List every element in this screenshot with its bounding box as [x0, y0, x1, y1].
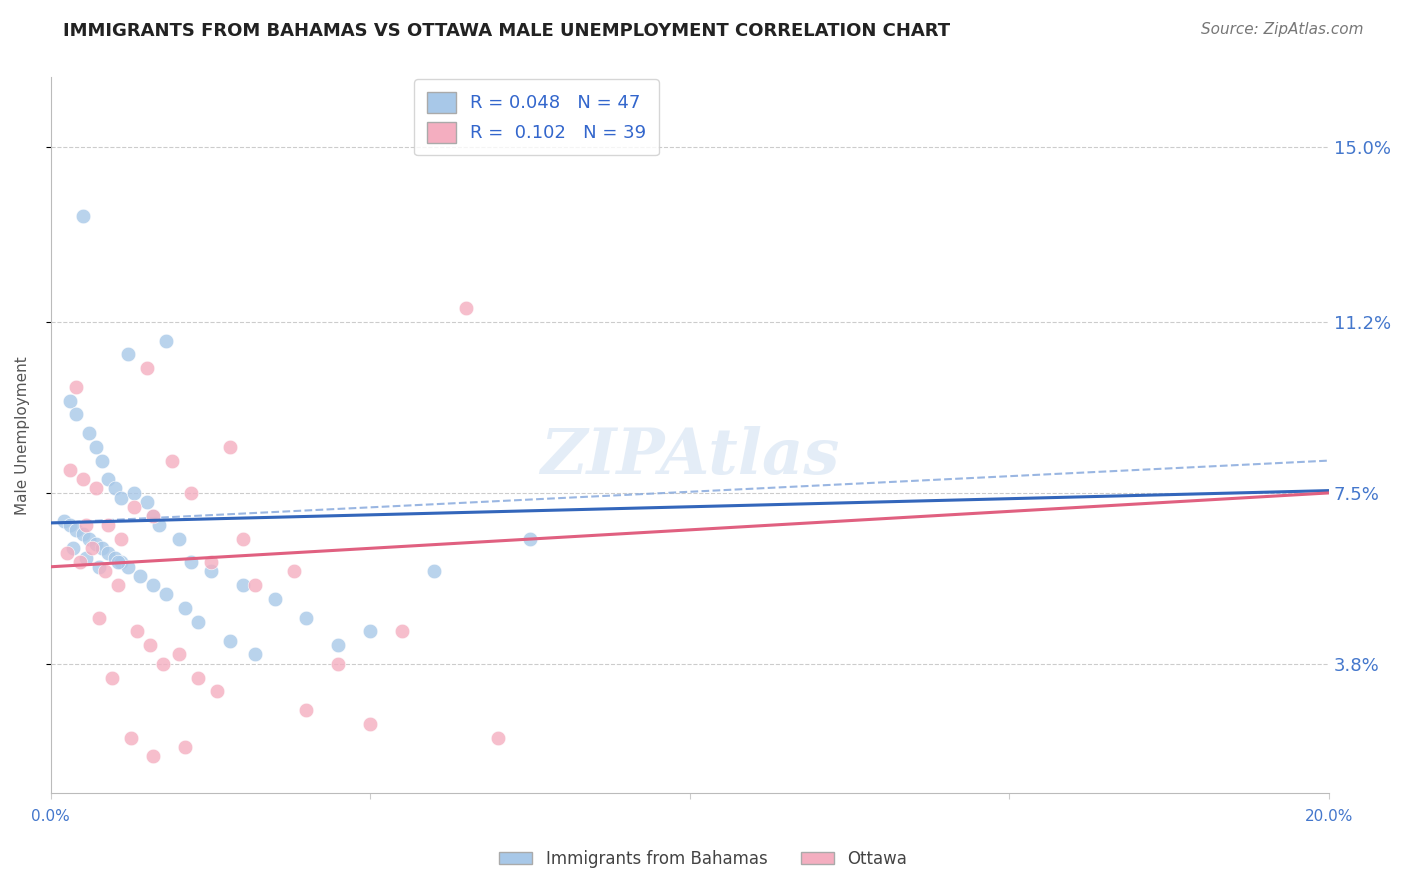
- Point: [84, 440, 107, 454]
- Point: [152, 657, 174, 671]
- Point: [104, 550, 127, 565]
- Point: [97, 546, 120, 560]
- Point: [142, 508, 165, 523]
- Point: [200, 565, 222, 579]
- Point: [72, 527, 94, 541]
- Text: Source: ZipAtlas.com: Source: ZipAtlas.com: [1201, 22, 1364, 37]
- Point: [218, 440, 240, 454]
- Point: [359, 624, 381, 639]
- Point: [187, 671, 209, 685]
- Point: [75, 550, 97, 565]
- Point: [135, 361, 157, 376]
- Point: [122, 486, 145, 500]
- Point: [142, 508, 165, 523]
- Point: [72, 472, 94, 486]
- Point: [127, 624, 149, 639]
- Text: ZIPAtlas: ZIPAtlas: [540, 425, 839, 487]
- Point: [62, 541, 84, 556]
- Point: [187, 615, 209, 629]
- Point: [205, 684, 228, 698]
- Point: [167, 648, 190, 662]
- Point: [232, 578, 254, 592]
- Point: [97, 472, 120, 486]
- Point: [107, 578, 129, 592]
- Point: [519, 532, 541, 546]
- Point: [117, 347, 139, 361]
- Point: [84, 537, 107, 551]
- Point: [142, 749, 165, 764]
- Point: [100, 671, 122, 685]
- Point: [167, 532, 190, 546]
- Point: [486, 731, 509, 745]
- Point: [72, 209, 94, 223]
- Point: [91, 541, 114, 556]
- Point: [82, 541, 104, 556]
- Point: [129, 569, 152, 583]
- Point: [135, 495, 157, 509]
- Text: IMMIGRANTS FROM BAHAMAS VS OTTAWA MALE UNEMPLOYMENT CORRELATION CHART: IMMIGRANTS FROM BAHAMAS VS OTTAWA MALE U…: [63, 22, 950, 40]
- Point: [104, 481, 127, 495]
- Point: [97, 518, 120, 533]
- Point: [155, 587, 177, 601]
- Point: [148, 518, 170, 533]
- Point: [295, 703, 318, 717]
- Point: [110, 532, 132, 546]
- Point: [263, 592, 285, 607]
- Point: [328, 657, 350, 671]
- Point: [117, 559, 139, 574]
- Point: [56, 546, 79, 560]
- Point: [91, 453, 114, 467]
- Point: [107, 555, 129, 569]
- Point: [65, 380, 87, 394]
- Legend: R = 0.048   N = 47, R =  0.102   N = 39: R = 0.048 N = 47, R = 0.102 N = 39: [415, 79, 659, 155]
- Point: [200, 555, 222, 569]
- Point: [59, 393, 82, 408]
- Point: [122, 500, 145, 514]
- Text: 0.0%: 0.0%: [31, 809, 70, 824]
- Point: [87, 610, 110, 624]
- Point: [295, 610, 318, 624]
- Point: [174, 739, 197, 754]
- Point: [180, 486, 202, 500]
- Point: [218, 633, 240, 648]
- Point: [162, 453, 184, 467]
- Point: [155, 334, 177, 348]
- Point: [120, 731, 142, 745]
- Point: [59, 463, 82, 477]
- Point: [245, 578, 267, 592]
- Point: [245, 648, 267, 662]
- Point: [110, 555, 132, 569]
- Point: [359, 716, 381, 731]
- Point: [52, 514, 75, 528]
- Point: [456, 301, 478, 316]
- Point: [94, 565, 117, 579]
- Point: [142, 578, 165, 592]
- Point: [110, 491, 132, 505]
- Point: [65, 523, 87, 537]
- Point: [77, 532, 100, 546]
- Point: [75, 518, 97, 533]
- Point: [232, 532, 254, 546]
- Point: [139, 638, 162, 652]
- Point: [59, 518, 82, 533]
- Text: 20.0%: 20.0%: [1305, 809, 1353, 824]
- Legend: Immigrants from Bahamas, Ottawa: Immigrants from Bahamas, Ottawa: [492, 844, 914, 875]
- Point: [423, 565, 446, 579]
- Point: [77, 425, 100, 440]
- Point: [84, 481, 107, 495]
- Point: [283, 565, 305, 579]
- Point: [65, 408, 87, 422]
- Point: [180, 555, 202, 569]
- Point: [391, 624, 413, 639]
- Point: [328, 638, 350, 652]
- Point: [87, 559, 110, 574]
- Point: [174, 601, 197, 615]
- Point: [69, 555, 91, 569]
- Y-axis label: Male Unemployment: Male Unemployment: [15, 356, 30, 515]
